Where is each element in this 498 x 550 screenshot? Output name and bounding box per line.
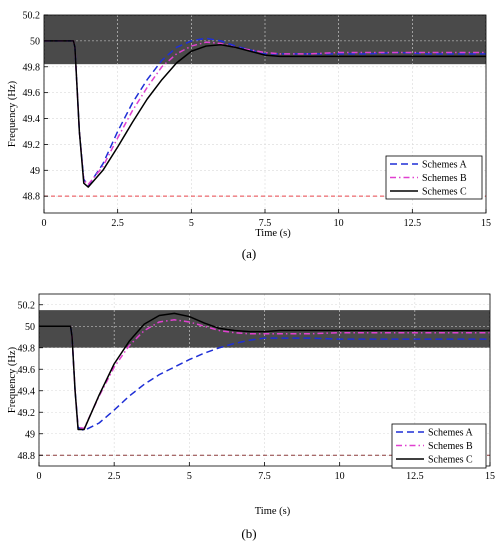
y-tick-label: 49.8 (23, 62, 41, 73)
x-tick-label: 5 (189, 218, 194, 229)
y-tick-label: 49 (30, 166, 40, 177)
legend-label: Schemes C (422, 187, 467, 198)
y-tick-label: 50.2 (18, 300, 36, 311)
panel-label: (b) (241, 526, 256, 541)
chart-panel-1: 0 2.5 5 7.5 10 12.5 15 48.8 49 49.2 49.4 49.6 49.8 50… (7, 11, 491, 262)
x-tick-label: 10 (334, 218, 344, 229)
x-tick-label: 12.5 (404, 218, 422, 229)
y-tick-label: 50.2 (23, 11, 41, 22)
y-tick-label: 49.6 (23, 88, 41, 99)
x-tick-label: 12.5 (406, 471, 424, 482)
y-tick-label: 49.4 (18, 386, 36, 397)
frequency-band (39, 310, 490, 348)
x-tick-label: 10 (335, 471, 345, 482)
y-tick-label: 49.4 (23, 114, 41, 125)
series-line-schemes-c (39, 312, 490, 431)
x-tick-label: 2.5 (111, 218, 124, 229)
legend-label: Schemes A (428, 428, 473, 439)
y-tick-label: 49 (25, 429, 35, 440)
x-axis-label: Time (s) (255, 506, 291, 517)
panel-label: (a) (242, 246, 256, 261)
legend: Schemes A Schemes B Schemes C (385, 155, 483, 200)
legend-box (385, 155, 483, 200)
y-tick-label: 48.8 (23, 192, 41, 203)
legend: Schemes A Schemes B Schemes C (391, 423, 487, 469)
x-tick-label: 7.5 (259, 218, 272, 229)
legend-label: Schemes C (428, 455, 473, 466)
x-tick-label: 15 (481, 218, 491, 229)
y-tick-label: 49.2 (18, 408, 36, 419)
series-line-schemes-c (44, 40, 486, 188)
x-tick-label: 2.5 (108, 471, 121, 482)
legend-label: Schemes B (422, 173, 467, 184)
y-tick-label: 49.6 (18, 365, 36, 376)
x-tick-label: 0 (37, 471, 42, 482)
y-axis-label: Frequency (Hz) (7, 80, 18, 147)
x-tick-label: 0 (42, 218, 47, 229)
y-tick-label: 49.8 (18, 343, 36, 354)
series-line-schemes-a (39, 325, 490, 432)
chart-panel-2: 0 2.5 5 7.5 10 12.5 15 48.8 49 49.2 49.4 49.6 49.8 50… (7, 293, 495, 541)
legend-label: Schemes A (422, 160, 467, 171)
x-tick-label: 7.5 (258, 471, 271, 482)
x-axis-label: Time (s) (255, 228, 291, 239)
series-line-schemes-a (44, 37, 486, 187)
x-tick-label: 5 (187, 471, 192, 482)
y-tick-label: 50 (30, 36, 40, 47)
legend-label: Schemes B (428, 441, 473, 452)
y-axis-label: Frequency (Hz) (7, 346, 18, 413)
y-tick-label: 50 (25, 322, 35, 333)
x-tick-label: 15 (485, 471, 495, 482)
y-tick-label: 48.8 (18, 451, 36, 462)
y-tick-label: 49.2 (23, 140, 41, 151)
